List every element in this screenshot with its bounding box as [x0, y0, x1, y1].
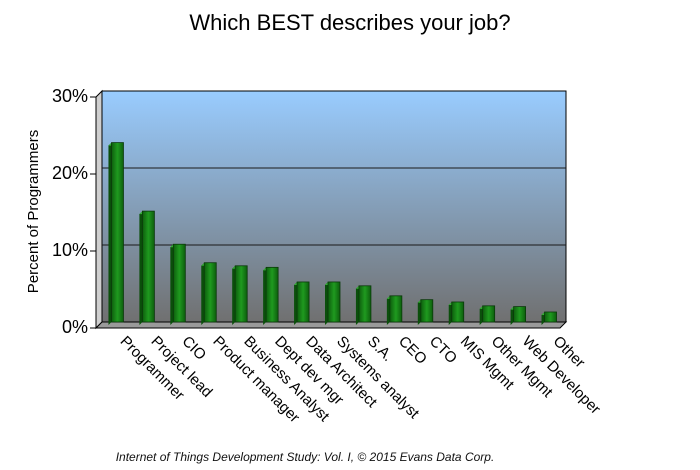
bar	[358, 285, 372, 323]
bar	[482, 305, 496, 323]
bar	[172, 243, 186, 323]
plot-side-wall	[95, 89, 103, 330]
chart-title: Which BEST describes your job?	[189, 10, 511, 35]
x-tick-label: CTO	[426, 333, 460, 367]
y-tick-label: 0%	[62, 317, 88, 337]
bar	[141, 210, 155, 323]
bar	[234, 265, 248, 323]
bar-side	[386, 295, 390, 325]
bar-side	[108, 142, 112, 325]
bar	[111, 142, 124, 323]
bar	[420, 299, 434, 323]
bar-side	[201, 262, 205, 325]
bar-side	[355, 285, 359, 325]
bar-side	[448, 301, 452, 325]
y-tick-label: 10%	[52, 240, 88, 260]
bar-side	[139, 211, 143, 325]
bar-side	[170, 244, 174, 325]
bar-side	[479, 305, 483, 325]
bar	[327, 281, 341, 323]
x-tick-label: CEO	[395, 333, 430, 368]
bar-side	[263, 267, 267, 325]
y-tick-label: 30%	[52, 86, 88, 106]
bar	[544, 311, 557, 323]
bar	[296, 281, 310, 323]
bar	[203, 262, 217, 323]
y-tick-label: 20%	[52, 163, 88, 183]
plot-floor	[94, 321, 568, 329]
bar	[265, 266, 279, 323]
bar	[389, 295, 403, 323]
bar-side	[541, 311, 545, 325]
bar	[451, 301, 465, 323]
bar-side	[232, 265, 236, 325]
bar	[513, 306, 526, 323]
bar-side	[417, 299, 421, 325]
y-axis-label: Percent of Programmers	[25, 130, 42, 293]
bar-side	[294, 281, 298, 325]
chart-footer: Internet of Things Development Study: Vo…	[115, 450, 495, 464]
bar-side	[325, 281, 328, 325]
bar-side	[510, 306, 514, 325]
